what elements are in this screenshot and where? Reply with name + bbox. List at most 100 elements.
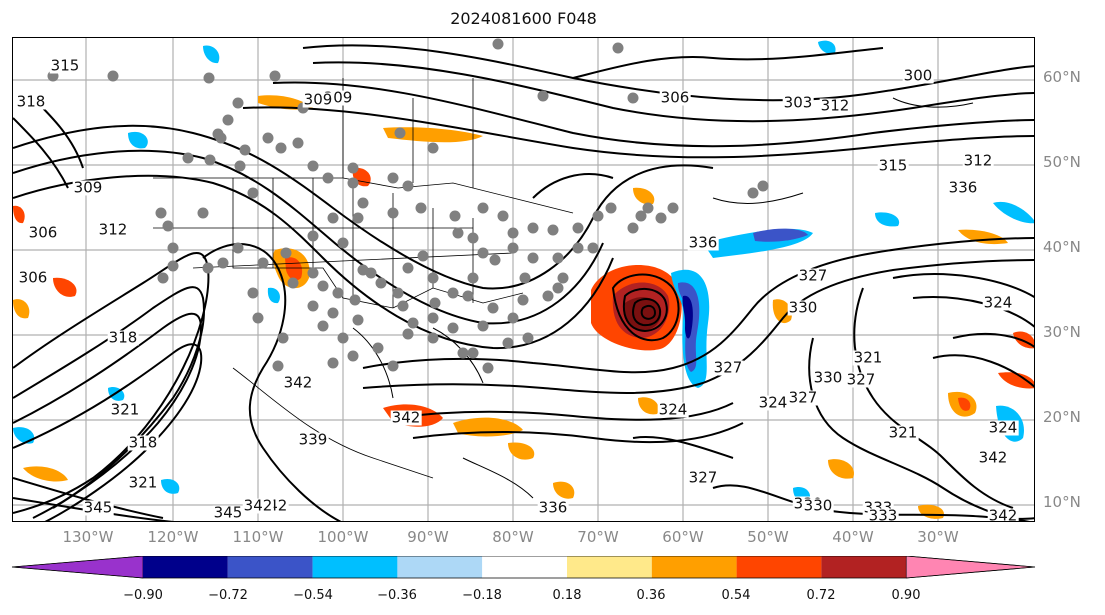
station-marker: [457, 347, 469, 359]
station-marker: [217, 257, 229, 269]
station-marker: [417, 250, 429, 262]
station-marker: [202, 262, 214, 274]
lat-label-40n: 40°N: [1043, 238, 1081, 256]
station-marker: [372, 342, 384, 354]
colorbar-bin: [567, 556, 652, 578]
lon-label-130w: 130°W: [62, 528, 114, 546]
colorbar-extend-high: [905, 556, 1036, 579]
colorbar-bin: [736, 556, 822, 578]
station-marker: [317, 320, 329, 332]
station-marker: [307, 230, 319, 242]
station-marker: [467, 272, 479, 284]
colorbar-tick: −0.36: [377, 588, 417, 603]
contour-label: 318: [15, 92, 47, 111]
station-marker: [287, 277, 299, 289]
contour-label: 345: [212, 503, 244, 522]
station-marker: [642, 202, 654, 214]
station-marker: [232, 97, 244, 109]
station-marker: [157, 272, 169, 284]
station-marker: [449, 210, 461, 222]
contour-label: 324: [757, 393, 789, 412]
station-marker: [247, 287, 259, 299]
station-marker: [212, 128, 224, 140]
colorbar-bin: [227, 556, 313, 578]
station-marker: [655, 212, 667, 224]
station-marker: [482, 362, 494, 374]
colorbar-tick: −0.90: [123, 588, 163, 603]
station-marker: [387, 172, 399, 184]
contour-label: 309: [302, 90, 334, 109]
station-marker: [407, 317, 419, 329]
station-marker: [347, 350, 359, 362]
station-marker: [627, 92, 639, 104]
station-marker: [592, 210, 604, 222]
colorbar-bin: [482, 556, 567, 578]
contour-label: 315: [877, 156, 909, 175]
station-marker: [387, 207, 399, 219]
colorbar-outline: [11, 556, 1036, 579]
station-marker: [352, 212, 364, 224]
station-marker: [327, 307, 339, 319]
station-marker: [317, 280, 329, 292]
contour-label: 312: [97, 220, 129, 239]
contour-label: 312: [962, 151, 994, 170]
station-marker: [667, 202, 679, 214]
station-marker: [452, 227, 464, 239]
station-marker: [349, 294, 361, 306]
station-marker: [307, 300, 319, 312]
contour-label: 312: [819, 96, 851, 115]
station-marker: [572, 242, 584, 254]
station-marker: [322, 172, 334, 184]
station-marker: [275, 142, 287, 154]
contour-label: 327: [687, 468, 719, 487]
station-marker: [427, 272, 439, 284]
contour-label: 336: [687, 233, 719, 252]
station-marker: [635, 210, 647, 222]
station-marker: [277, 332, 289, 344]
contour-label: 324: [987, 418, 1019, 437]
station-marker: [232, 242, 244, 254]
station-marker: [605, 202, 617, 214]
lat-label-10n: 10°N: [1043, 493, 1081, 511]
contour-label: 315: [49, 56, 81, 75]
station-marker: [337, 332, 349, 344]
contour-label: 333: [867, 506, 899, 522]
contour-label: 300: [902, 66, 934, 85]
station-marker: [627, 222, 639, 234]
station-marker: [487, 302, 499, 314]
station-marker: [747, 187, 759, 199]
station-marker: [292, 137, 304, 149]
contour-label: 339: [297, 430, 329, 449]
station-marker: [352, 314, 364, 326]
station-marker: [307, 160, 319, 172]
contour-label: 324: [657, 400, 689, 419]
station-marker: [757, 180, 769, 192]
contour-label: 306: [659, 88, 691, 107]
station-marker: [337, 237, 349, 249]
station-marker: [489, 254, 501, 266]
lon-label-80w: 80°W: [492, 528, 534, 546]
lon-label-110w: 110°W: [232, 528, 284, 546]
station-marker: [477, 247, 489, 259]
station-marker: [155, 207, 167, 219]
lon-label-60w: 60°W: [662, 528, 704, 546]
station-marker: [519, 272, 531, 284]
station-marker: [167, 242, 179, 254]
contour-label: 330: [812, 368, 844, 387]
station-marker: [327, 357, 339, 369]
station-marker: [234, 160, 246, 172]
station-marker: [332, 287, 344, 299]
lon-label-50w: 50°W: [747, 528, 789, 546]
contour-label: 321: [127, 473, 159, 492]
lon-label-90w: 90°W: [407, 528, 449, 546]
colorbar-tick: 0.90: [891, 588, 921, 603]
colorbar-bin: [312, 556, 398, 578]
station-marker: [477, 202, 489, 214]
station-marker: [357, 197, 369, 209]
contour-label: 306: [27, 223, 59, 242]
thin-contours: [352, 97, 974, 499]
lat-label-50n: 50°N: [1043, 153, 1081, 171]
contour-label: 318: [107, 328, 139, 347]
colorbar-tick: 0.18: [552, 588, 582, 603]
contour-label: 327: [845, 370, 877, 389]
